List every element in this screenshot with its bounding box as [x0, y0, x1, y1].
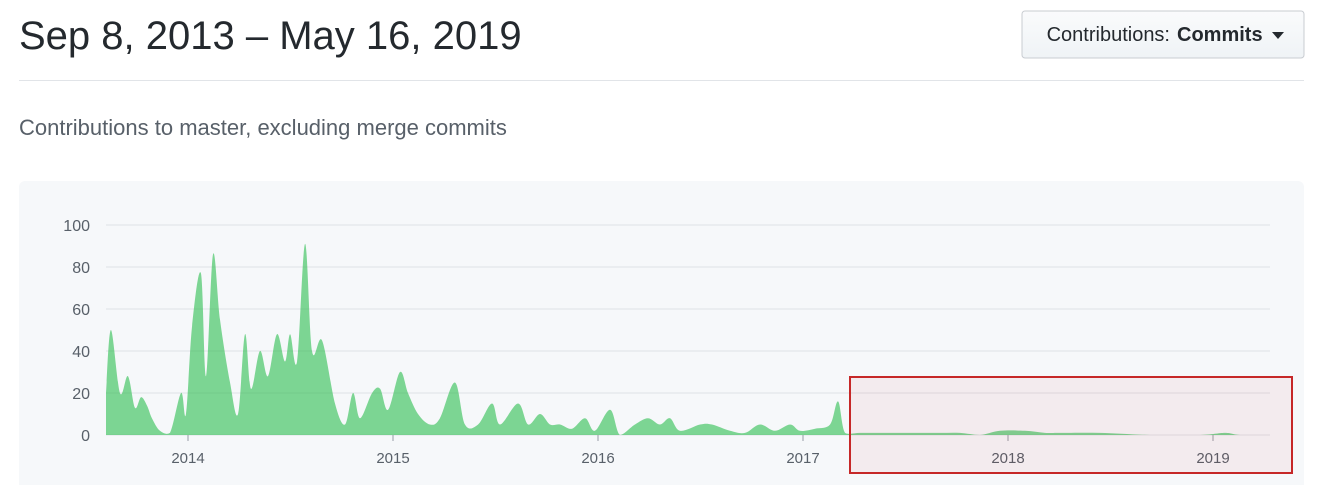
chart-panel — [19, 181, 1304, 485]
x-tick-label: 2017 — [786, 450, 819, 467]
x-tick-label: 2015 — [376, 450, 409, 467]
caret[interactable] — [1272, 32, 1284, 39]
y-tick-label: 20 — [72, 386, 90, 403]
button-value[interactable]: Commits — [1177, 24, 1263, 46]
y-tick-label: 100 — [63, 218, 90, 235]
x-tick-label: 2018 — [991, 450, 1024, 467]
y-tick-label: 0 — [81, 428, 90, 445]
selection-box[interactable] — [849, 376, 1293, 474]
x-tick-label: 2019 — [1196, 450, 1229, 467]
contributions-button[interactable]: Contributions: Commits — [1021, 10, 1305, 59]
x-tick-label: 2014 — [171, 450, 204, 467]
contribution-area — [106, 243, 1270, 435]
button-frame[interactable] — [1021, 10, 1305, 59]
y-tick-label: 60 — [72, 302, 90, 319]
subtitle: Contributions to master, excluding merge… — [19, 115, 507, 140]
x-tick-label: 2016 — [581, 450, 614, 467]
y-tick-label: 80 — [72, 260, 90, 277]
page-title: Sep 8, 2013 – May 16, 2019 — [19, 14, 522, 58]
button-label[interactable]: Contributions: — [1047, 24, 1170, 46]
plot: 0 20 40 60 80 100 2014 2015 2016 2017 2018 2019 — [63, 218, 1270, 467]
y-tick-label: 40 — [72, 344, 90, 361]
